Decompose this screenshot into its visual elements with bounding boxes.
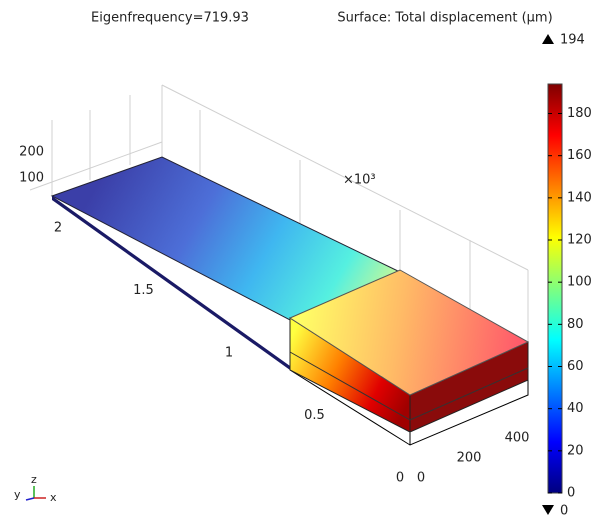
colorbar-label: 0 bbox=[567, 486, 575, 501]
triad bbox=[25, 486, 46, 501]
subtitle: Surface: Total displacement (μm) bbox=[337, 11, 552, 26]
axis-multiplier: ×10³ bbox=[343, 173, 376, 188]
colorbar-label: 160 bbox=[567, 148, 592, 163]
tick-label: 1 bbox=[225, 346, 233, 361]
max-arrow bbox=[542, 34, 554, 44]
colorbar-label: 60 bbox=[567, 359, 584, 374]
colorbar bbox=[547, 83, 563, 494]
colorbar-label: 120 bbox=[567, 233, 592, 248]
tick-label: 200 bbox=[457, 451, 482, 466]
min-arrow bbox=[542, 505, 554, 515]
tick-label: 2 bbox=[54, 221, 62, 236]
triad-label: x bbox=[50, 491, 57, 504]
colorbar-label: 20 bbox=[567, 443, 584, 458]
colorbar-label: 140 bbox=[567, 190, 592, 205]
tick-label: 200 bbox=[19, 145, 44, 160]
colorbar-label: 100 bbox=[567, 275, 592, 290]
triad-label: y bbox=[14, 488, 21, 501]
colorbar-min: 0 bbox=[560, 504, 568, 519]
tick-label: 100 bbox=[19, 171, 44, 186]
tick-label: 1.5 bbox=[133, 283, 154, 298]
colorbar-label: 80 bbox=[567, 317, 584, 332]
tick-label: 0 bbox=[417, 471, 425, 486]
title: Eigenfrequency=719.93 bbox=[91, 11, 249, 26]
tick-label: 400 bbox=[505, 431, 530, 446]
tick-label: 0.5 bbox=[304, 408, 325, 423]
colorbar-label: 40 bbox=[567, 401, 584, 416]
colorbar-label: 180 bbox=[567, 106, 592, 121]
colorbar-max: 194 bbox=[560, 33, 585, 48]
tick-label: 0 bbox=[396, 471, 404, 486]
geometry bbox=[50, 156, 530, 446]
triad-label: z bbox=[31, 473, 37, 486]
